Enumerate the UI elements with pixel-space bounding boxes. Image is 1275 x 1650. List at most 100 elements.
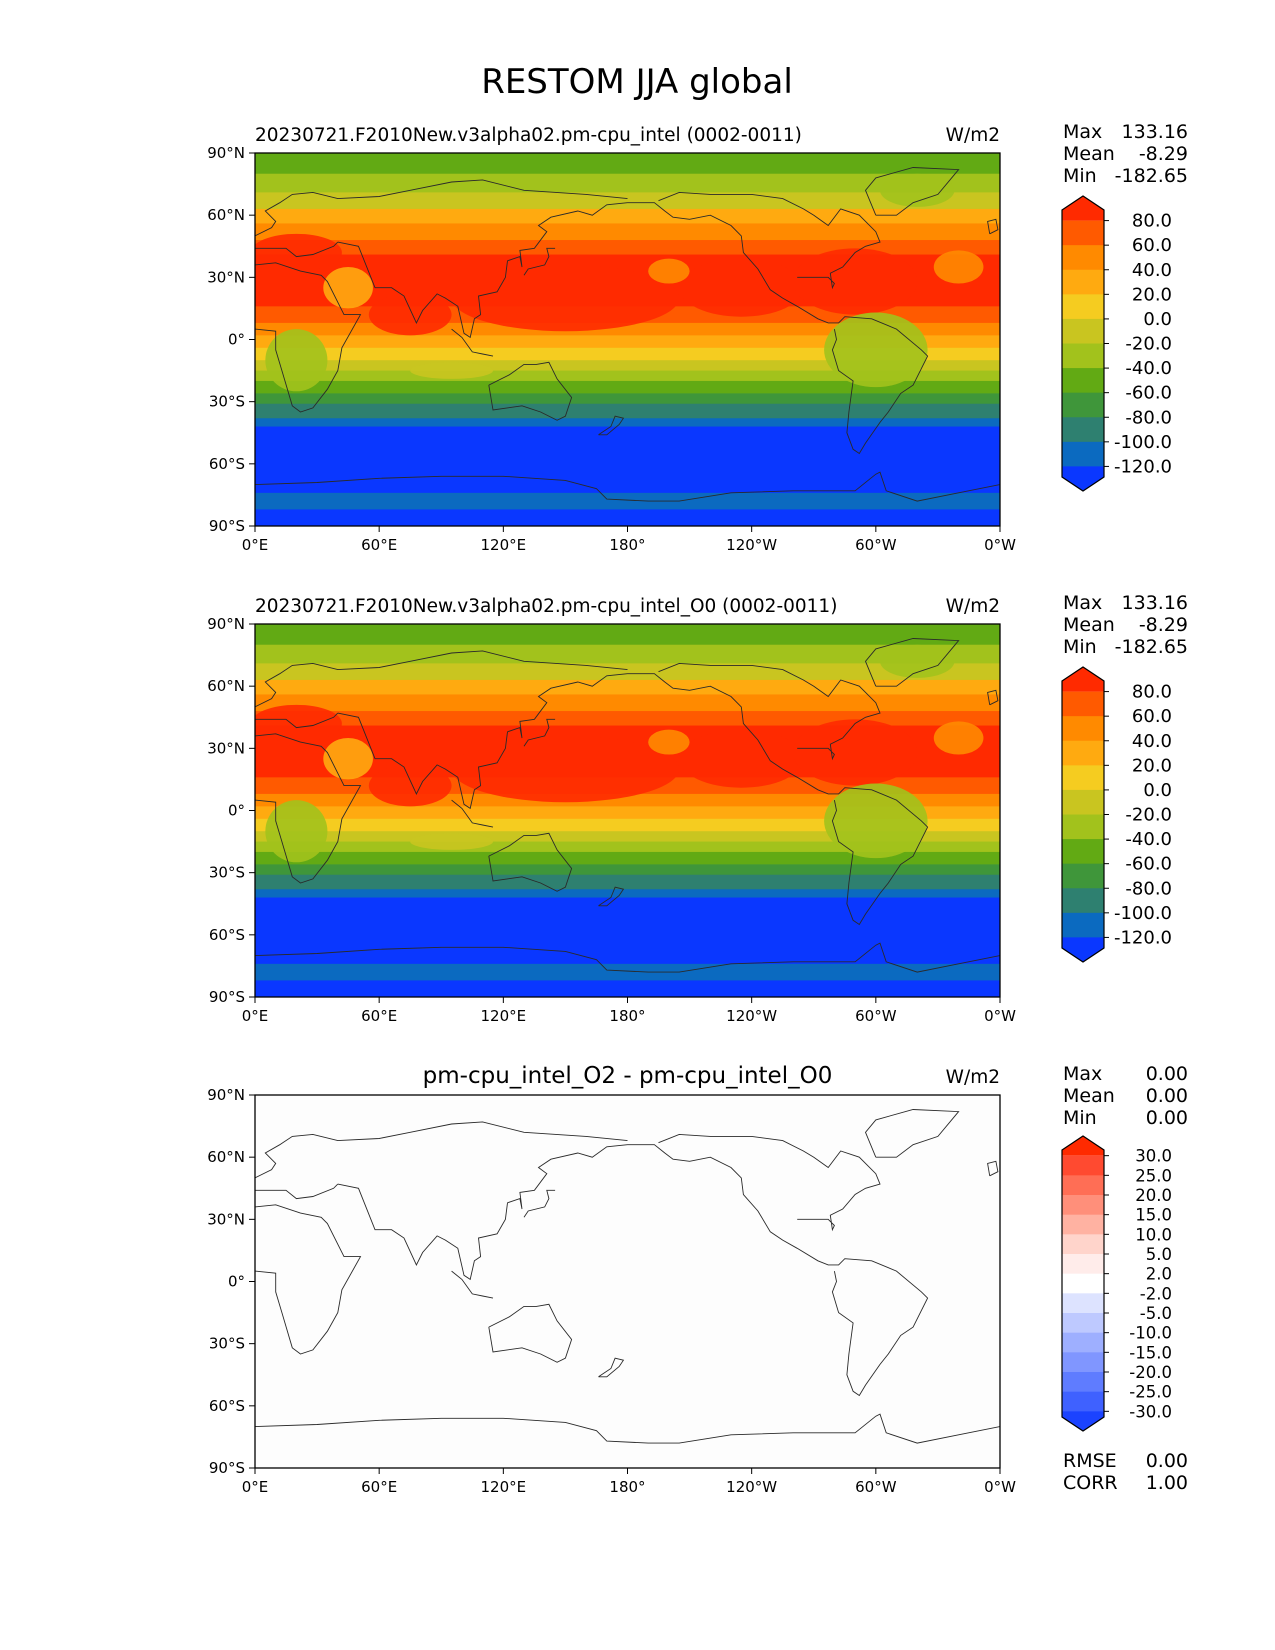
colorbar-tick-label: 20.0: [1132, 284, 1172, 305]
field-patch: [265, 800, 328, 863]
colorbar-tick-label: -80.0: [1125, 407, 1172, 428]
x-tick-label: 120°E: [481, 536, 527, 554]
field-patch: [451, 735, 680, 803]
coastline: [658, 191, 881, 290]
field-band: [255, 831, 1000, 843]
y-tick-label: 60°S: [209, 926, 245, 944]
coastline: [598, 886, 625, 907]
x-tick-label: 120°E: [481, 1478, 527, 1496]
stat-label: Mean: [1063, 1085, 1115, 1107]
field-band: [255, 806, 1000, 820]
colorbar-segment: [1062, 417, 1104, 443]
colorbar-tick-label: 15.0: [1135, 1206, 1172, 1225]
field-band: [255, 864, 1000, 876]
colorbar-segment: [1062, 1411, 1104, 1431]
coastline: [627, 1144, 929, 1397]
stat-label: Min: [1063, 165, 1097, 187]
field-patch: [933, 250, 984, 284]
field-band: [255, 711, 1000, 727]
colorbar-tick-label: 40.0: [1132, 731, 1172, 752]
field-band: [255, 963, 1000, 981]
field-band: [255, 173, 1000, 193]
colorbar-segment: [1062, 1234, 1104, 1255]
x-tick-label: 60°E: [361, 536, 397, 554]
x-tick-label: 60°W: [855, 1478, 897, 1496]
coastline: [337, 1144, 628, 1281]
field-band: [255, 679, 1000, 695]
coastline: [627, 673, 929, 926]
field-band: [255, 335, 1000, 349]
coastline: [523, 1189, 556, 1218]
coastline: [337, 673, 628, 810]
colorbar-tick-label: -15.0: [1129, 1343, 1172, 1362]
field-band: [255, 192, 1000, 210]
colorbar-segment: [1062, 888, 1104, 914]
y-tick-label: 90°S: [209, 988, 245, 1006]
colorbar: 80.0 60.0 40.0 20.0 0.0 -20.0 -40.0 -60.0 -80.0 -…: [1061, 195, 1172, 492]
y-tick-label: 60°N: [207, 1148, 245, 1166]
footer-stat-value: 0.00: [1146, 1450, 1188, 1472]
field-band: [255, 240, 1000, 256]
colorbar-segment: [1062, 466, 1104, 491]
colorbar-tick-label: 10.0: [1135, 1225, 1172, 1244]
field-band: [255, 874, 1000, 890]
colorbar-segment: [1062, 392, 1104, 418]
colorbar-segment: [1062, 269, 1104, 295]
y-tick-label: 30°N: [207, 1210, 245, 1228]
field-band: [255, 380, 1000, 394]
colorbar-segment: [1062, 839, 1104, 865]
colorbar-tick-label: 2.0: [1146, 1265, 1172, 1284]
colorbar-segment: [1062, 937, 1104, 962]
stat-value: 0.00: [1146, 1063, 1188, 1085]
stat-value: 133.16: [1122, 592, 1188, 614]
coastline: [987, 218, 999, 235]
coastline: [451, 328, 494, 357]
colorbar-tick-label: -20.0: [1125, 334, 1172, 355]
colorbar-tick-label: -120.0: [1114, 927, 1172, 948]
field-patch: [648, 729, 690, 755]
footer-stat-label: CORR: [1063, 1472, 1118, 1494]
y-tick-label: 30°N: [207, 739, 245, 757]
stat-value: 0.00: [1146, 1107, 1188, 1129]
coastline: [255, 1183, 339, 1200]
field-band: [255, 851, 1000, 865]
x-tick-label: 0°W: [984, 1478, 1016, 1496]
colorbar-tick-label: 20.0: [1132, 755, 1172, 776]
field-patch: [265, 329, 328, 392]
field-band: [255, 889, 1000, 899]
field-band: [255, 980, 1000, 997]
field-patch: [879, 173, 955, 207]
y-tick-label: 30°N: [207, 268, 245, 286]
stat-label: Min: [1063, 636, 1097, 658]
field-band: [255, 418, 1000, 428]
y-tick-label: 30°S: [209, 1335, 245, 1353]
colorbar-outline: [1061, 195, 1105, 492]
colorbar-segment: [1062, 1372, 1104, 1393]
colorbar-tick-label: -5.0: [1140, 1304, 1172, 1323]
y-tick-label: 60°N: [207, 677, 245, 695]
x-tick-label: 120°W: [726, 1478, 777, 1496]
field-band: [255, 663, 1000, 681]
panel-title: pm-cpu_intel_O2 - pm-cpu_intel_O0: [423, 1063, 833, 1089]
y-tick-label: 0°: [228, 1273, 245, 1291]
colorbar-segment: [1062, 1195, 1104, 1216]
map-field: [255, 1095, 1000, 1468]
y-tick-label: 60°N: [207, 206, 245, 224]
stat-label: Mean: [1063, 614, 1115, 636]
field-patch: [410, 833, 493, 850]
coastline: [255, 241, 339, 258]
colorbar-tick-label: -60.0: [1125, 383, 1172, 404]
coastline: [864, 1109, 960, 1158]
stat-value: 0.00: [1146, 1085, 1188, 1107]
field-band: [255, 208, 1000, 224]
x-tick-label: 0°E: [242, 1478, 269, 1496]
x-tick-label: 180°: [609, 1007, 645, 1025]
colorbar-segment: [1062, 294, 1104, 320]
colorbar-tick-label: -100.0: [1114, 432, 1172, 453]
colorbar-segment: [1062, 912, 1104, 938]
stat-label: Max: [1063, 592, 1102, 614]
units-label: W/m2: [946, 596, 1000, 617]
colorbar-tick-label: -40.0: [1125, 358, 1172, 379]
units-label: W/m2: [946, 1067, 1000, 1088]
colorbar-segment: [1062, 1214, 1104, 1235]
